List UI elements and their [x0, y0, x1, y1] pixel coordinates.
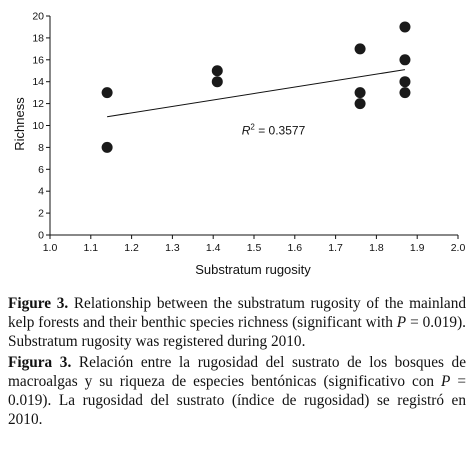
- data-point: [101, 87, 113, 99]
- x-tick-label: 1.6: [287, 242, 302, 254]
- data-point: [101, 141, 113, 153]
- caption-es-p: P: [441, 373, 451, 390]
- y-tick-label: 0: [38, 230, 44, 242]
- caption-en-text-2: = 0.019). Substratum rugosity was regist…: [8, 314, 466, 350]
- figure-caption: Figure 3. Relationship between the subst…: [8, 294, 466, 431]
- caption-es-text-2: = 0.019). La rugosidad del sustrato (índ…: [8, 373, 466, 428]
- y-tick-label: 4: [38, 186, 44, 198]
- caption-es-label: Figura 3.: [8, 354, 72, 371]
- y-tick-label: 20: [32, 11, 44, 23]
- y-tick-label: 10: [32, 120, 44, 132]
- x-tick-label: 1.4: [206, 242, 221, 254]
- caption-es-text-1: Relación entre la rugosidad del sustrato…: [8, 354, 466, 390]
- x-axis-ticks: 1.0 1.1 1.2 1.3 1.4 1.5 1.6 1.7 1.8 1.9 2.0: [43, 235, 466, 254]
- x-axis-title: Substratum rugosity: [195, 262, 311, 277]
- y-axis-ticks: 0 2 4 6 8 10 12 14 16 18 20: [32, 11, 50, 242]
- data-point: [399, 76, 411, 88]
- caption-en-p: P: [396, 314, 407, 331]
- y-tick-label: 2: [38, 208, 44, 220]
- scatter-chart: 1.0 1.1 1.2 1.3 1.4 1.5 1.6 1.7 1.8 1.9 2.0 0 2 4 6 8 1…: [12, 11, 466, 278]
- x-tick-label: 1.8: [369, 242, 384, 254]
- r-squared-annotation: R2 = 0.3577: [242, 122, 306, 137]
- x-tick-label: 1.5: [247, 242, 262, 254]
- data-point: [354, 98, 366, 110]
- r-squared-symbol: R: [242, 123, 251, 137]
- data-point: [211, 65, 223, 77]
- r-squared-value: = 0.3577: [255, 123, 306, 137]
- y-axis-title: Richness: [12, 97, 27, 151]
- data-point: [399, 87, 411, 99]
- y-tick-label: 16: [32, 54, 44, 66]
- data-point: [399, 21, 411, 33]
- x-tick-label: 1.1: [83, 242, 98, 254]
- data-point: [399, 54, 411, 66]
- trendline: [107, 69, 406, 118]
- y-tick-label: 12: [32, 98, 44, 110]
- x-tick-label: 1.7: [328, 242, 343, 254]
- data-point: [211, 76, 223, 88]
- caption-en-text-1: Relationship between the substratum rugo…: [8, 295, 466, 331]
- x-tick-label: 1.3: [165, 242, 180, 254]
- trendline-layer: [107, 69, 406, 118]
- x-tick-label: 1.2: [124, 242, 139, 254]
- data-point: [354, 43, 366, 55]
- y-tick-label: 14: [32, 76, 44, 88]
- y-tick-label: 18: [32, 32, 44, 44]
- caption-spanish: Figura 3. Relación entre la rugosidad de…: [8, 353, 466, 429]
- y-tick-label: 6: [38, 164, 44, 176]
- caption-english: Figure 3. Relationship between the subst…: [8, 294, 466, 351]
- y-tick-label: 8: [38, 142, 44, 154]
- x-tick-label: 1.0: [43, 242, 58, 254]
- data-point: [354, 87, 366, 99]
- caption-en-label: Figure 3.: [8, 295, 69, 312]
- x-tick-label: 2.0: [451, 242, 466, 254]
- r-squared-superscript: 2: [250, 122, 255, 131]
- x-tick-label: 1.9: [410, 242, 425, 254]
- data-points: [101, 21, 411, 153]
